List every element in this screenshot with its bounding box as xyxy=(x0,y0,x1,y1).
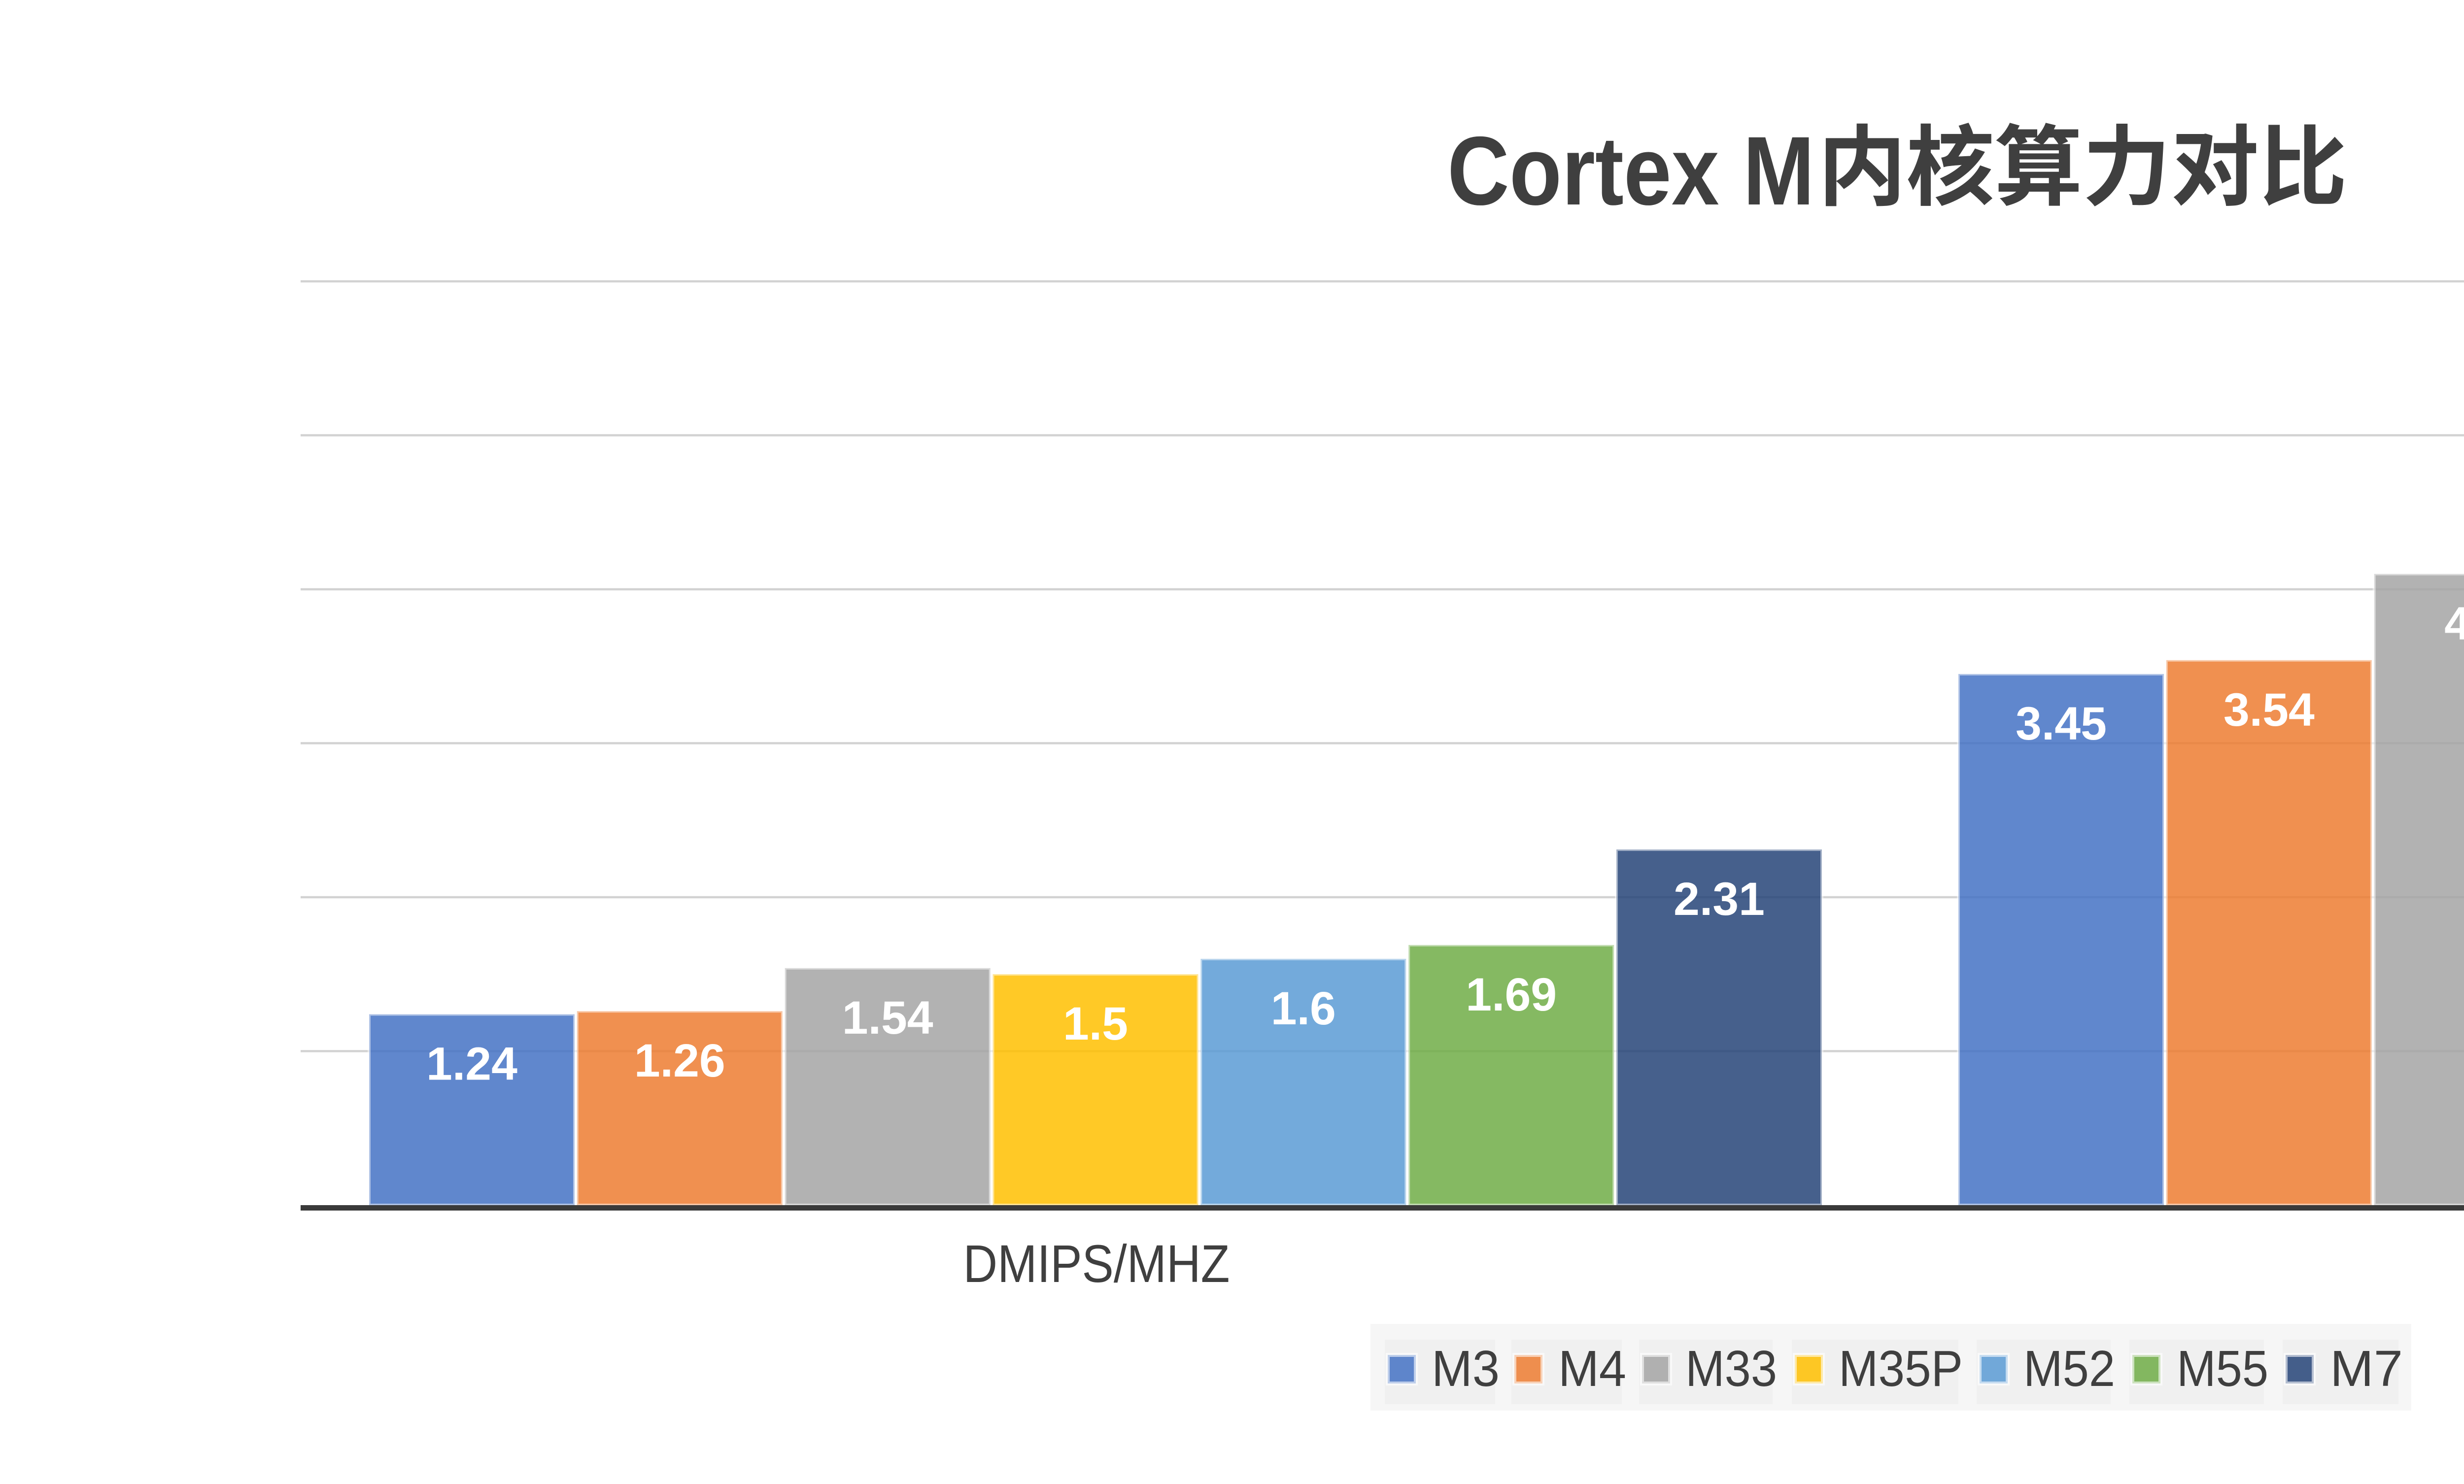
svg-text:1.5: 1.5 xyxy=(1063,998,1128,1050)
svg-text:1.6: 1.6 xyxy=(1271,982,1336,1035)
svg-text:M33: M33 xyxy=(1685,1340,1777,1397)
svg-text:M3: M3 xyxy=(1432,1340,1500,1397)
svg-text:DMIPS/MHZ: DMIPS/MHZ xyxy=(963,1234,1230,1293)
svg-text:3.54: 3.54 xyxy=(2224,684,2315,736)
svg-text:1.69: 1.69 xyxy=(1466,969,1557,1021)
svg-text:4.1: 4.1 xyxy=(2444,598,2464,650)
svg-text:1.54: 1.54 xyxy=(842,992,933,1044)
svg-text:M55: M55 xyxy=(2177,1340,2268,1397)
svg-text:M52: M52 xyxy=(2023,1340,2115,1397)
svg-text:M4: M4 xyxy=(1558,1340,1626,1397)
svg-text:M35P: M35P xyxy=(1839,1340,1963,1397)
svg-text:3.45: 3.45 xyxy=(2016,698,2107,750)
svg-text:2.31: 2.31 xyxy=(1674,873,1765,925)
svg-text:M7: M7 xyxy=(2330,1340,2403,1397)
svg-text:1.26: 1.26 xyxy=(634,1035,725,1087)
svg-text:Cortex M: Cortex M xyxy=(1447,116,1814,225)
svg-text:1.24: 1.24 xyxy=(426,1038,517,1090)
